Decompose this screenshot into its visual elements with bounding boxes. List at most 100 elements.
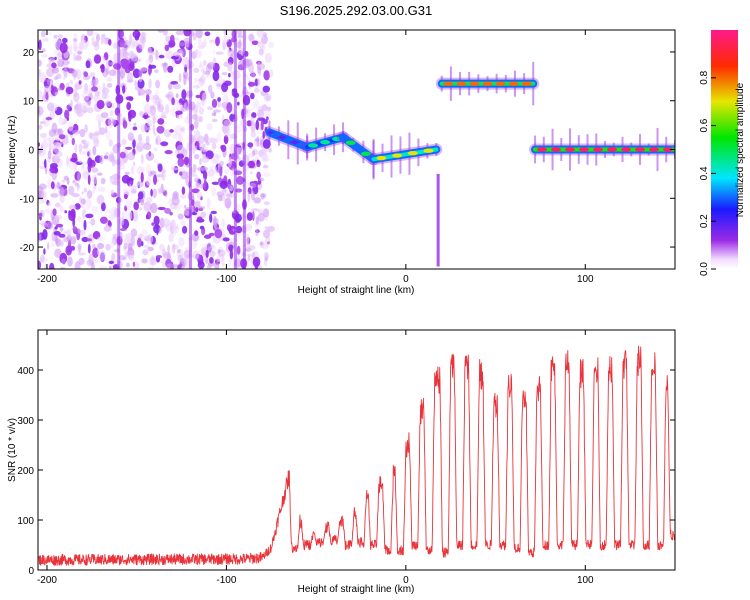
noise-speck (191, 212, 198, 216)
noise-speck (266, 95, 271, 101)
noise-speck (258, 177, 265, 182)
noise-speck (179, 42, 186, 47)
noise-speck (140, 123, 148, 133)
noise-speck (75, 69, 82, 80)
noise-speck (179, 194, 187, 199)
noise-speck (132, 126, 138, 131)
noise-speck (138, 39, 146, 50)
noise-speck (55, 215, 63, 220)
colorbar-gradient (711, 30, 738, 269)
noise-speck (88, 132, 93, 139)
noise-speck (137, 191, 144, 200)
noise-speck (165, 35, 172, 43)
noise-speck (103, 73, 108, 78)
noise-speck (260, 153, 269, 162)
noise-speck (199, 61, 203, 69)
noise-speck (205, 74, 211, 78)
noise-speck (124, 250, 128, 260)
noise-speck (156, 125, 165, 134)
noise-speck (96, 194, 105, 205)
noise-speck (211, 142, 217, 150)
noise-speck (152, 188, 157, 199)
noise-speck (221, 218, 225, 228)
noise-speck (147, 126, 152, 131)
noise-speck (97, 242, 105, 250)
noise-speck (145, 214, 149, 220)
noise-speck (229, 158, 232, 165)
noise-speck (126, 102, 132, 111)
noise-speck (169, 211, 173, 216)
noise-speck (85, 213, 94, 219)
noise-speck (38, 39, 42, 51)
noise-speck (227, 62, 233, 72)
noise-speck (203, 178, 207, 189)
snr-y-axis-label: SNR (10 * v/v) (7, 418, 18, 482)
noise-speck (216, 132, 222, 142)
noise-speck (178, 133, 183, 143)
noise-speck (92, 145, 97, 156)
noise-speck (145, 164, 152, 175)
noise-speck (89, 72, 96, 78)
noise-speck (100, 216, 108, 224)
line-peak (469, 81, 480, 86)
noise-speck (67, 256, 73, 267)
noise-speck (253, 197, 262, 204)
noise-speck (54, 91, 59, 96)
noise-speck (256, 171, 261, 180)
line-peak (663, 147, 674, 152)
noise-speck (210, 91, 215, 99)
noise-speck (92, 243, 96, 249)
noise-speck (52, 208, 57, 216)
noise-speck (127, 72, 133, 83)
line-peak (508, 81, 519, 86)
snr-y-tick-label: 200 (17, 466, 34, 477)
noise-speck (66, 228, 72, 237)
noise-speck (183, 209, 190, 216)
noise-speck (58, 233, 66, 238)
noise-speck (237, 93, 245, 98)
noise-speck (266, 106, 272, 112)
noise-speck (131, 185, 137, 193)
noise-speck (213, 57, 217, 65)
colorbar-tick-label: 0.2 (699, 214, 710, 228)
noise-speck (49, 262, 55, 269)
noise-speck (39, 221, 47, 226)
noise-speck (250, 208, 260, 212)
noise-speck (198, 106, 205, 115)
noise-speck (72, 41, 78, 52)
noise-speck (128, 254, 135, 261)
noise-speck (210, 244, 215, 249)
noise-speck (201, 98, 205, 107)
noise-speck (125, 96, 134, 101)
noise-speck (169, 129, 174, 133)
noise-speck (57, 58, 65, 67)
line-peak (360, 151, 371, 156)
noise-speck (182, 56, 190, 68)
noise-speck (185, 101, 190, 111)
noise-speck (167, 244, 170, 253)
noise-speck (219, 166, 223, 177)
noise-speck (236, 101, 240, 106)
noise-speck (103, 225, 112, 232)
snr-y-tick-label: 300 (17, 416, 34, 427)
noise-speck (191, 188, 200, 194)
noise-speck (47, 178, 52, 189)
noise-speck (123, 242, 128, 250)
noise-speck (237, 47, 244, 55)
noise-speck (66, 234, 72, 242)
noise-speck (235, 225, 243, 234)
noise-speck (171, 58, 176, 68)
noise-speck (44, 158, 47, 169)
noise-speck (204, 31, 211, 37)
noise-speck (92, 174, 97, 185)
noise-speck (46, 242, 50, 250)
noise-speck (47, 31, 52, 36)
noise-speck (108, 39, 112, 46)
noise-speck (229, 185, 234, 192)
noise-speck (197, 166, 205, 172)
noise-speck (157, 206, 166, 211)
noise-speck (162, 30, 168, 36)
noise-speck (98, 127, 106, 135)
noise-speck (207, 62, 216, 70)
noise-speck (109, 174, 118, 185)
